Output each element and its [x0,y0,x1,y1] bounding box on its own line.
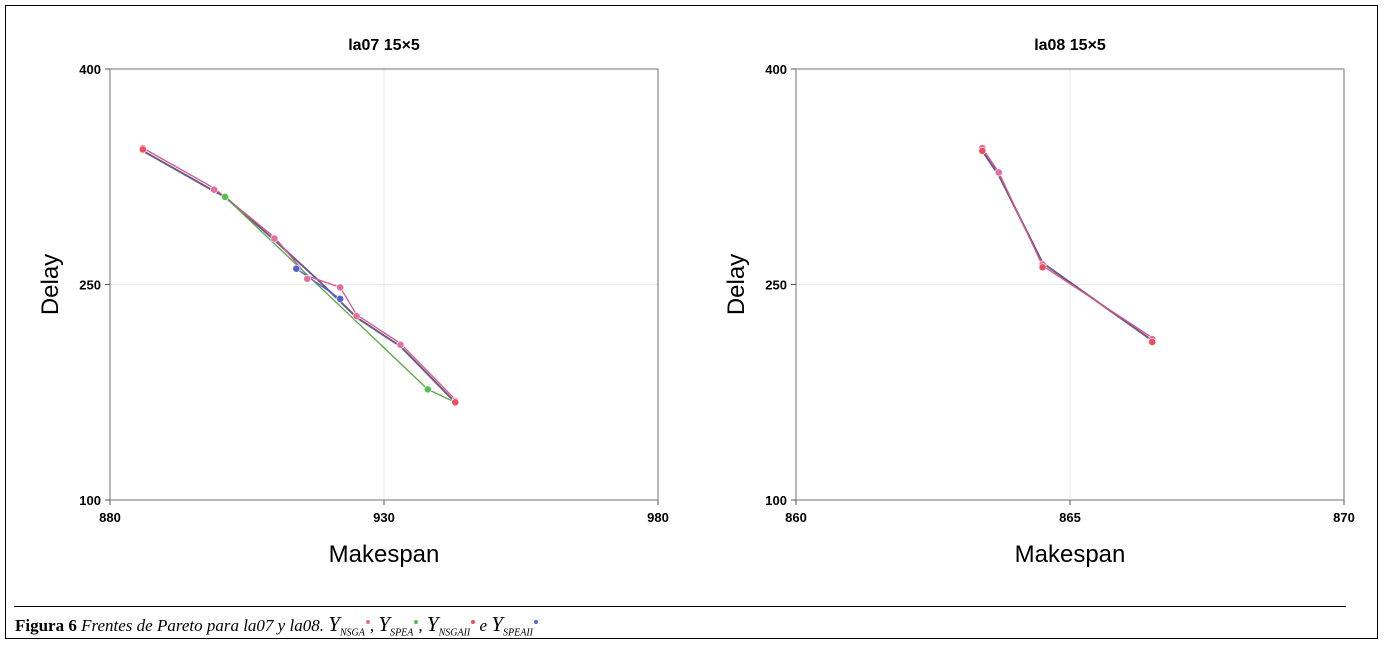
series-line-1 [981,147,1153,339]
caption-item-sub: SPEAII [503,627,533,639]
series-line-0 [981,150,1153,342]
data-point [396,340,405,349]
data-point [978,146,987,155]
x-axis-label: Makespan [1015,541,1126,568]
data-point [352,312,361,321]
data-point [423,385,432,394]
series-line-1 [142,147,456,400]
y-tick-label: 250 [79,278,101,293]
x-tick-label: 860 [785,510,807,525]
y-tick-label: 250 [765,278,787,293]
chart-title: la07 15×5 [348,37,420,54]
data-point [138,145,147,154]
caption-item-marker [365,620,370,625]
x-tick-label: 865 [1059,510,1081,525]
caption-item-marker [414,620,419,625]
chart-title: la08 15×5 [1034,37,1106,54]
series-line-3 [295,268,341,300]
figure-caption: Figura 6 Frentes de Pareto para la07 y l… [15,612,1365,638]
x-tick-label: 880 [99,510,121,525]
series-line-0 [142,150,456,403]
caption-item-sep: , [418,616,427,635]
data-point [210,185,219,194]
chart-la08: 860 865 870 100 250 400 la08 15×5 Makespan Delay [723,37,1355,568]
data-point [1148,338,1157,346]
y-tick-label: 100 [765,493,787,508]
caption-item-sep: e [475,616,492,635]
caption-text: Frentes de Pareto para la07 y la08. [81,616,324,635]
caption-item-main: Y [378,612,391,636]
data-point [994,168,1003,177]
data-point [270,234,279,243]
data-point [292,264,301,273]
x-axis-label: Makespan [329,541,440,568]
y-axis-label: Delay [37,254,64,315]
caption-item-main: Y [328,612,340,636]
x-tick-label: 870 [1333,510,1355,525]
caption-item-sub: SPEA [390,627,414,639]
y-axis-label: Delay [723,254,750,315]
caption-rule [14,606,1346,607]
caption-item-marker [471,620,476,625]
caption-item-nsgaii: YNSGAII e [427,612,492,639]
caption-item-sub: NSGAII [438,627,471,639]
caption-item-main: Y [491,612,503,636]
caption-legend: YNSGA, YSPEA, YNSGAII e YSPEAII [328,612,538,639]
caption-item-spea: YSPEA, [378,612,427,639]
chart-la07: 880 930 980 100 250 400 la07 15×5 Makespan Delay [37,37,669,568]
data-point [303,274,312,283]
y-tick-label: 400 [79,62,101,77]
figure-frame: 880 930 980 100 250 400 la07 15×5 Makespan Delay… [5,5,1378,639]
caption-item-sub: NSGA [339,627,365,639]
caption-item-sep: , [369,616,379,635]
y-tick-label: 100 [79,493,101,508]
caption-label: Figura 6 [15,616,77,635]
data-point [221,192,229,201]
caption-item-nsga: YNSGA, [328,612,379,639]
data-point [451,398,460,407]
caption-item-marker [534,620,538,625]
data-point [336,283,345,292]
y-tick-label: 400 [765,62,787,77]
caption-item-speaii: YSPEAII [491,612,538,639]
x-tick-label: 930 [373,510,395,525]
data-point [1038,263,1047,272]
caption-item-main: Y [426,612,439,636]
data-point [336,294,345,303]
x-tick-label: 980 [647,510,669,525]
